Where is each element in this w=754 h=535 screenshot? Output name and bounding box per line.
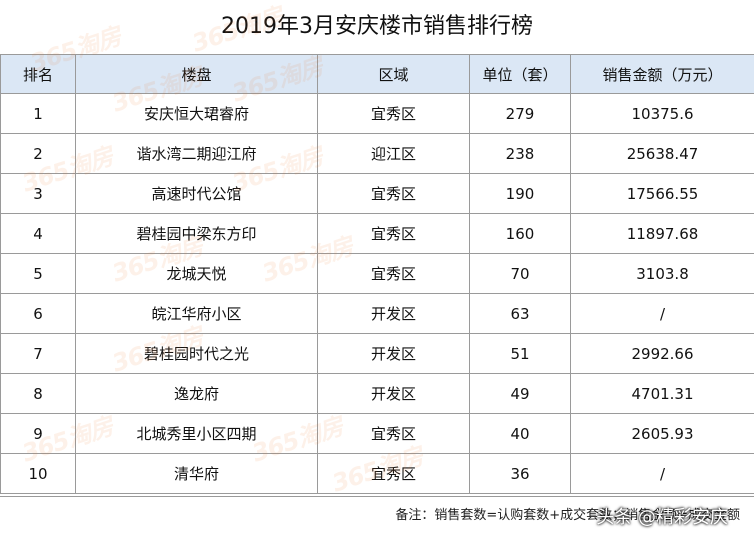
area-cell: 开发区 [318, 294, 470, 334]
rank-cell: 10 [1, 454, 76, 494]
rank-cell: 1 [1, 94, 76, 134]
column-header-rank: 排名 [1, 55, 76, 94]
project-cell: 谐水湾二期迎江府 [76, 134, 318, 174]
project-cell: 碧桂园时代之光 [76, 334, 318, 374]
rank-cell: 2 [1, 134, 76, 174]
project-cell: 皖江华府小区 [76, 294, 318, 334]
amount-cell: / [571, 454, 754, 494]
project-cell: 高速时代公馆 [76, 174, 318, 214]
column-header-area: 区域 [318, 55, 470, 94]
project-cell: 清华府 [76, 454, 318, 494]
area-cell: 宜秀区 [318, 254, 470, 294]
page-title: 2019年3月安庆楼市销售排行榜 [0, 0, 754, 55]
units-cell: 36 [470, 454, 571, 494]
amount-cell: 3103.8 [571, 254, 754, 294]
project-cell: 北城秀里小区四期 [76, 414, 318, 454]
amount-cell: 2605.93 [571, 414, 754, 454]
units-cell: 160 [470, 214, 571, 254]
column-header-units: 单位（套） [470, 55, 571, 94]
amount-cell: 4701.31 [571, 374, 754, 414]
units-cell: 51 [470, 334, 571, 374]
rank-cell: 7 [1, 334, 76, 374]
amount-cell: 10375.6 [571, 94, 754, 134]
rank-cell: 3 [1, 174, 76, 214]
project-cell: 碧桂园中梁东方印 [76, 214, 318, 254]
rank-cell: 9 [1, 414, 76, 454]
area-cell: 开发区 [318, 374, 470, 414]
area-cell: 迎江区 [318, 134, 470, 174]
table-header-row: 排名 楼盘 区域 单位（套） 销售金额（万元） [1, 55, 754, 94]
rank-cell: 8 [1, 374, 76, 414]
area-cell: 宜秀区 [318, 454, 470, 494]
units-cell: 190 [470, 174, 571, 214]
area-cell: 宜秀区 [318, 414, 470, 454]
project-cell: 逸龙府 [76, 374, 318, 414]
rank-cell: 6 [1, 294, 76, 334]
amount-cell: 25638.47 [571, 134, 754, 174]
column-header-amount: 销售金额（万元） [571, 55, 754, 94]
amount-cell: / [571, 294, 754, 334]
project-cell: 龙城天悦 [76, 254, 318, 294]
amount-cell: 11897.68 [571, 214, 754, 254]
area-cell: 宜秀区 [318, 174, 470, 214]
units-cell: 40 [470, 414, 571, 454]
area-cell: 开发区 [318, 334, 470, 374]
rank-cell: 5 [1, 254, 76, 294]
units-cell: 70 [470, 254, 571, 294]
area-cell: 宜秀区 [318, 94, 470, 134]
amount-cell: 17566.55 [571, 174, 754, 214]
units-cell: 63 [470, 294, 571, 334]
column-header-project: 楼盘 [76, 55, 318, 94]
area-cell: 宜秀区 [318, 214, 470, 254]
units-cell: 49 [470, 374, 571, 414]
units-cell: 279 [470, 94, 571, 134]
project-cell: 安庆恒大珺睿府 [76, 94, 318, 134]
byline-overlay: 头条 @精彩安庆 [596, 503, 728, 529]
rank-cell: 4 [1, 214, 76, 254]
amount-cell: 2992.66 [571, 334, 754, 374]
units-cell: 238 [470, 134, 571, 174]
